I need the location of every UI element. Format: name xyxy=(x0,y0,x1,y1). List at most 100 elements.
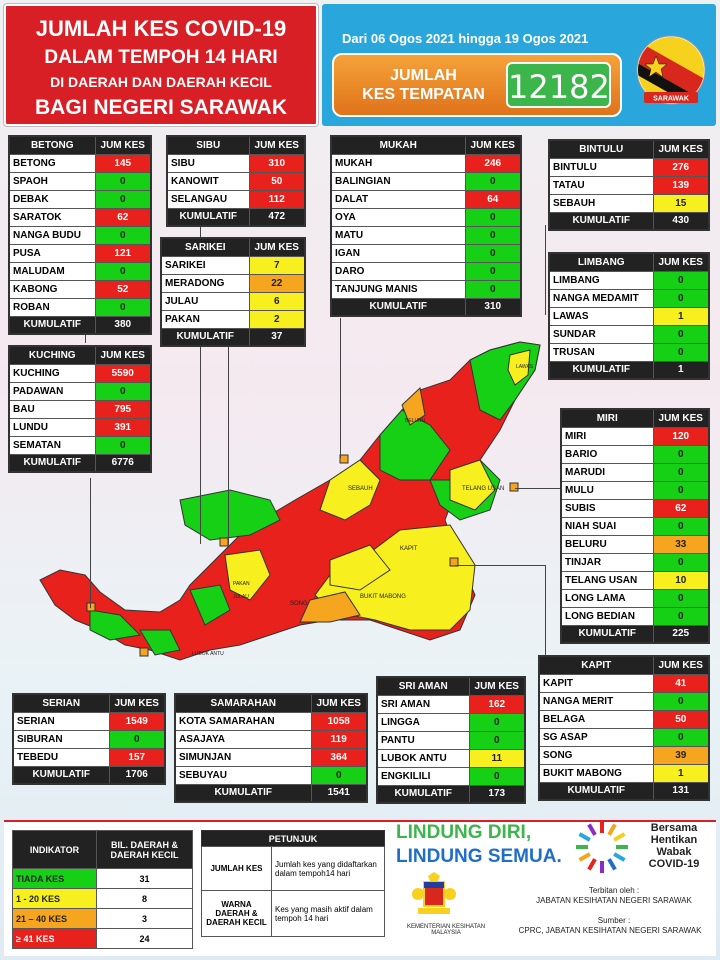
district-cases: 0 xyxy=(94,225,152,245)
district-cases: 0 xyxy=(652,606,710,626)
district-cases: 0 xyxy=(464,225,522,245)
division-name: BINTULU xyxy=(548,139,654,159)
district-name: KABONG xyxy=(8,279,96,299)
district-row: PANTU 0 xyxy=(376,730,526,750)
division-name: KUCHING xyxy=(8,345,96,365)
district-name: LONG BEDIAN xyxy=(560,606,654,626)
district-cases: 0 xyxy=(94,381,152,401)
district-row: LONG BEDIAN 0 xyxy=(560,606,710,626)
ministry-line-1: KEMENTERIAN KESIHATAN xyxy=(406,924,486,930)
kumulatif-label: KUMULATIF xyxy=(8,453,96,473)
indicator-table: INDIKATOR BIL. DAERAH & DAERAH KECIL TIA… xyxy=(12,830,193,949)
district-name: SUBIS xyxy=(560,498,654,518)
district-cases: 119 xyxy=(310,729,368,749)
indicator-row: ≥ 41 KES 24 xyxy=(12,928,193,949)
district-name: DARO xyxy=(330,261,466,281)
district-row: BUKIT MABONG 1 xyxy=(538,763,710,783)
district-name: LUNDU xyxy=(8,417,96,437)
district-cases: 0 xyxy=(464,243,522,263)
district-cases: 0 xyxy=(464,279,522,299)
district-name: PAKAN xyxy=(160,309,250,329)
division-name: SIBU xyxy=(166,135,250,155)
district-row: BETONG 145 xyxy=(8,153,152,173)
district-row: ENGKILILI 0 xyxy=(376,766,526,786)
district-row: MUKAH 246 xyxy=(330,153,522,173)
district-cases: 0 xyxy=(468,730,526,750)
indicator-label: 21 – 40 KES xyxy=(12,908,97,929)
district-cases: 0 xyxy=(464,261,522,281)
district-cases: 1549 xyxy=(108,711,166,731)
district-row: MALUDAM 0 xyxy=(8,261,152,281)
district-name: TRUSAN xyxy=(548,342,654,362)
petunjuk-desc: Kes yang masih aktif dalam tempoh 14 har… xyxy=(271,890,385,937)
district-name: MERADONG xyxy=(160,273,250,293)
connector-line xyxy=(340,318,341,458)
campaign-line-4: COVID-19 xyxy=(648,858,700,870)
district-name: SERIAN xyxy=(12,711,110,731)
district-row: PUSA 121 xyxy=(8,243,152,263)
kumulatif-label: KUMULATIF xyxy=(538,781,654,801)
slogan-line-1: LINDUNG DIRI, xyxy=(396,822,532,843)
count-header: BIL. DAERAH & DAERAH KECIL xyxy=(96,830,193,869)
district-cases: 50 xyxy=(248,171,306,191)
total-cases-value: 12182 xyxy=(506,62,611,108)
district-row: LUBOK ANTU 11 xyxy=(376,748,526,768)
district-cases: 1 xyxy=(652,763,710,783)
district-name: LINGGA xyxy=(376,712,470,732)
petunjuk-header: PETUNJUK xyxy=(201,830,385,847)
kumulatif-label: KUMULATIF xyxy=(166,207,250,227)
district-row: MATU 0 xyxy=(330,225,522,245)
district-name: NANGA MERIT xyxy=(538,691,654,711)
connector-line xyxy=(515,488,560,489)
district-cases: 0 xyxy=(652,444,710,464)
connector-line xyxy=(545,565,546,655)
cases-column-header: JUM KES xyxy=(652,252,710,272)
division-table-sibu: SIBU JUM KES SIBU 310 KANOWIT 50 SELANGAU 112 KU… xyxy=(166,135,306,227)
division-name: LIMBANG xyxy=(548,252,654,272)
district-row: DEBAK 0 xyxy=(8,189,152,209)
campaign-line-3: Wabak xyxy=(656,846,692,858)
district-name: TELANG USAN xyxy=(560,570,654,590)
total-cases-pill: JUMLAH KES TEMPATAN 12182 xyxy=(332,53,622,117)
district-cases: 0 xyxy=(468,766,526,786)
map-marker xyxy=(449,557,459,567)
district-row: SEBUYAU 0 xyxy=(174,765,368,785)
district-name: BALINGIAN xyxy=(330,171,466,191)
district-name: SUNDAR xyxy=(548,324,654,344)
district-cases: 391 xyxy=(94,417,152,437)
published-label: Terbitan oleh : xyxy=(588,886,640,895)
district-row: SUNDAR 0 xyxy=(548,324,710,344)
map-label: PAKAN xyxy=(233,581,250,587)
district-cases: 795 xyxy=(94,399,152,419)
district-name: NIAH SUAI xyxy=(560,516,654,536)
district-cases: 0 xyxy=(94,435,152,455)
ministry-crest-icon xyxy=(412,872,456,914)
district-row: ASAJAYA 119 xyxy=(174,729,368,749)
district-name: SIMUNJAN xyxy=(174,747,312,767)
district-name: SARIKEI xyxy=(160,255,250,275)
district-cases: 0 xyxy=(464,171,522,191)
campaign-line-2: Hentikan xyxy=(650,834,698,846)
district-cases: 120 xyxy=(652,426,710,446)
indicator-row: 1 - 20 KES 8 xyxy=(12,888,193,909)
district-cases: 11 xyxy=(468,748,526,768)
map-marker xyxy=(139,647,149,657)
district-name: TANJUNG MANIS xyxy=(330,279,466,299)
district-row: SIMUNJAN 364 xyxy=(174,747,368,767)
district-name: SELANGAU xyxy=(166,189,250,209)
district-name: IGAN xyxy=(330,243,466,263)
district-row: SUBIS 62 xyxy=(560,498,710,518)
district-name: DEBAK xyxy=(8,189,96,209)
district-name: ASAJAYA xyxy=(174,729,312,749)
division-name: SERIAN xyxy=(12,693,110,713)
district-row: SIBU 310 xyxy=(166,153,306,173)
district-cases: 7 xyxy=(248,255,306,275)
district-name: SEMATAN xyxy=(8,435,96,455)
connector-line xyxy=(545,225,546,315)
map-label: TELANG USAN xyxy=(462,486,504,492)
district-name: ENGKILILI xyxy=(376,766,470,786)
district-row: PADAWAN 0 xyxy=(8,381,152,401)
district-cases: 6 xyxy=(248,291,306,311)
indicator-label: ≥ 41 KES xyxy=(12,928,97,949)
